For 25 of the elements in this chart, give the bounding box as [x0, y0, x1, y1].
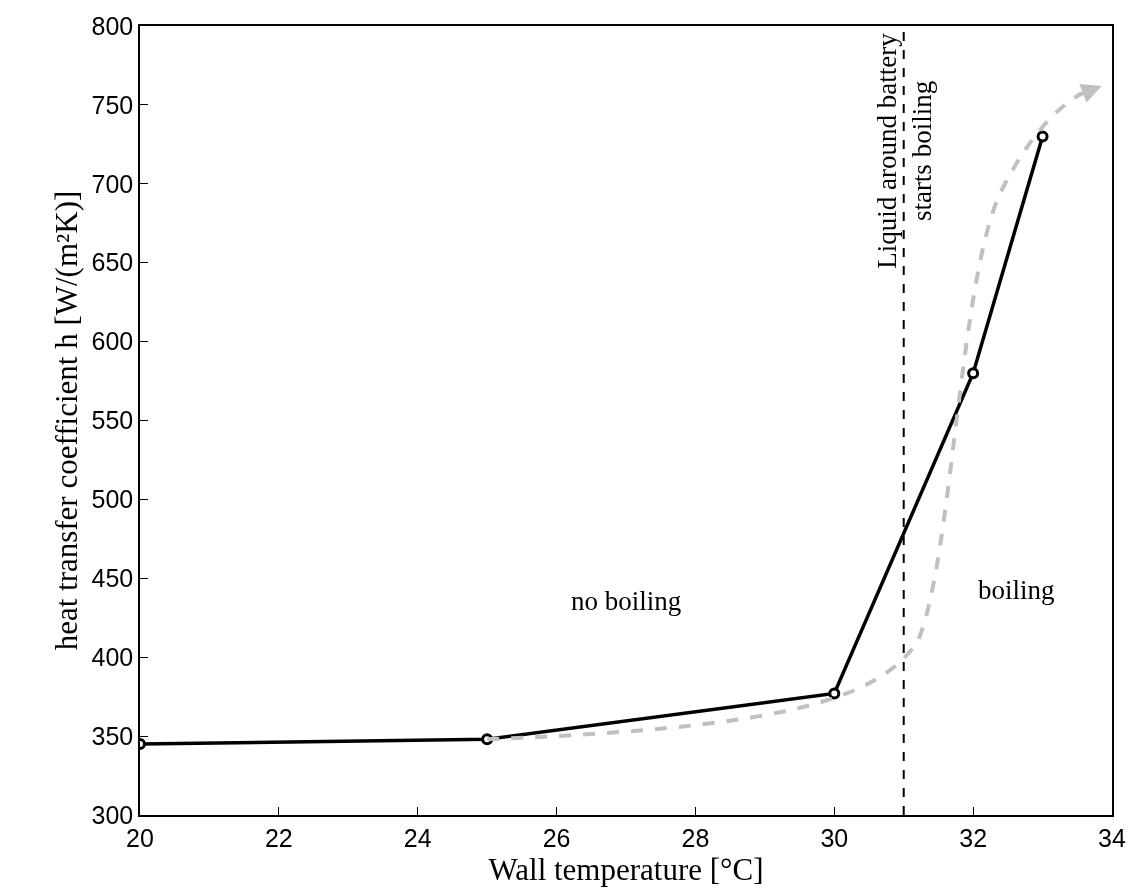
y-tick-label: 600: [91, 327, 134, 356]
y-tick-label: 350: [91, 721, 134, 750]
point: [967, 367, 980, 380]
y-tick-label: 400: [91, 642, 134, 671]
x-tick-label: 22: [264, 823, 293, 852]
y-tick-label: 450: [91, 564, 134, 593]
point: [828, 687, 841, 700]
y-tick-label: 700: [91, 169, 134, 198]
x-tick-label: 34: [1098, 823, 1126, 852]
x-axis-title: Wall temperature [°C]: [488, 851, 764, 887]
y-tick-label: 500: [91, 485, 134, 514]
y-tick-label: 750: [91, 90, 134, 119]
y-tick-label: 650: [91, 248, 134, 277]
x-tick-label: 32: [959, 823, 988, 852]
x-tick-label: 30: [820, 823, 849, 852]
y-tick-label: 800: [91, 11, 134, 40]
x-tick-label: 26: [542, 823, 571, 852]
annotation: boiling: [978, 575, 1055, 605]
x-tick-label: 28: [681, 823, 710, 852]
point: [1036, 130, 1049, 143]
x-tick-label: 24: [403, 823, 432, 852]
ref-line-label: Liquid around battery starts boiling: [871, 32, 937, 269]
y-tick-label: 550: [91, 406, 134, 435]
annotation: no boiling: [571, 586, 682, 616]
y-axis-title: heat transfer coefficient h [W/(m²K)]: [48, 190, 84, 651]
